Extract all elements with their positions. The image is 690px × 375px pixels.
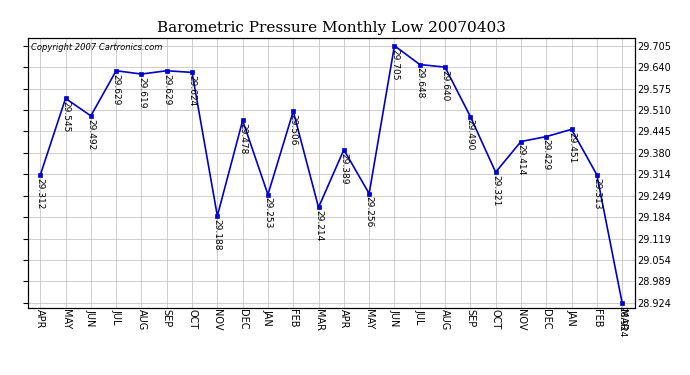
Title: Barometric Pressure Monthly Low 20070403: Barometric Pressure Monthly Low 20070403 <box>157 21 506 35</box>
Text: 29.253: 29.253 <box>264 197 273 229</box>
Text: 28.924: 28.924 <box>618 306 627 337</box>
Text: 29.629: 29.629 <box>162 74 171 105</box>
Text: 29.389: 29.389 <box>339 153 348 184</box>
Text: 29.188: 29.188 <box>213 219 222 250</box>
Text: 29.629: 29.629 <box>112 74 121 105</box>
Text: 29.321: 29.321 <box>491 175 500 206</box>
Text: 29.705: 29.705 <box>390 48 399 80</box>
Text: 29.478: 29.478 <box>238 123 247 154</box>
Text: 29.256: 29.256 <box>364 196 374 228</box>
Text: 29.429: 29.429 <box>542 140 551 171</box>
Text: 29.312: 29.312 <box>36 178 45 209</box>
Text: 29.214: 29.214 <box>314 210 323 242</box>
Text: 29.624: 29.624 <box>188 75 197 106</box>
Text: Copyright 2007 Cartronics.com: Copyright 2007 Cartronics.com <box>30 43 162 52</box>
Text: 29.414: 29.414 <box>516 144 526 176</box>
Text: 29.545: 29.545 <box>61 101 70 133</box>
Text: 29.492: 29.492 <box>86 118 95 150</box>
Text: 29.313: 29.313 <box>592 178 602 209</box>
Text: 29.506: 29.506 <box>288 114 298 146</box>
Text: 29.451: 29.451 <box>567 132 576 164</box>
Text: 29.619: 29.619 <box>137 77 146 108</box>
Text: 29.640: 29.640 <box>440 70 450 101</box>
Text: 29.648: 29.648 <box>415 67 424 99</box>
Text: 29.490: 29.490 <box>466 119 475 151</box>
